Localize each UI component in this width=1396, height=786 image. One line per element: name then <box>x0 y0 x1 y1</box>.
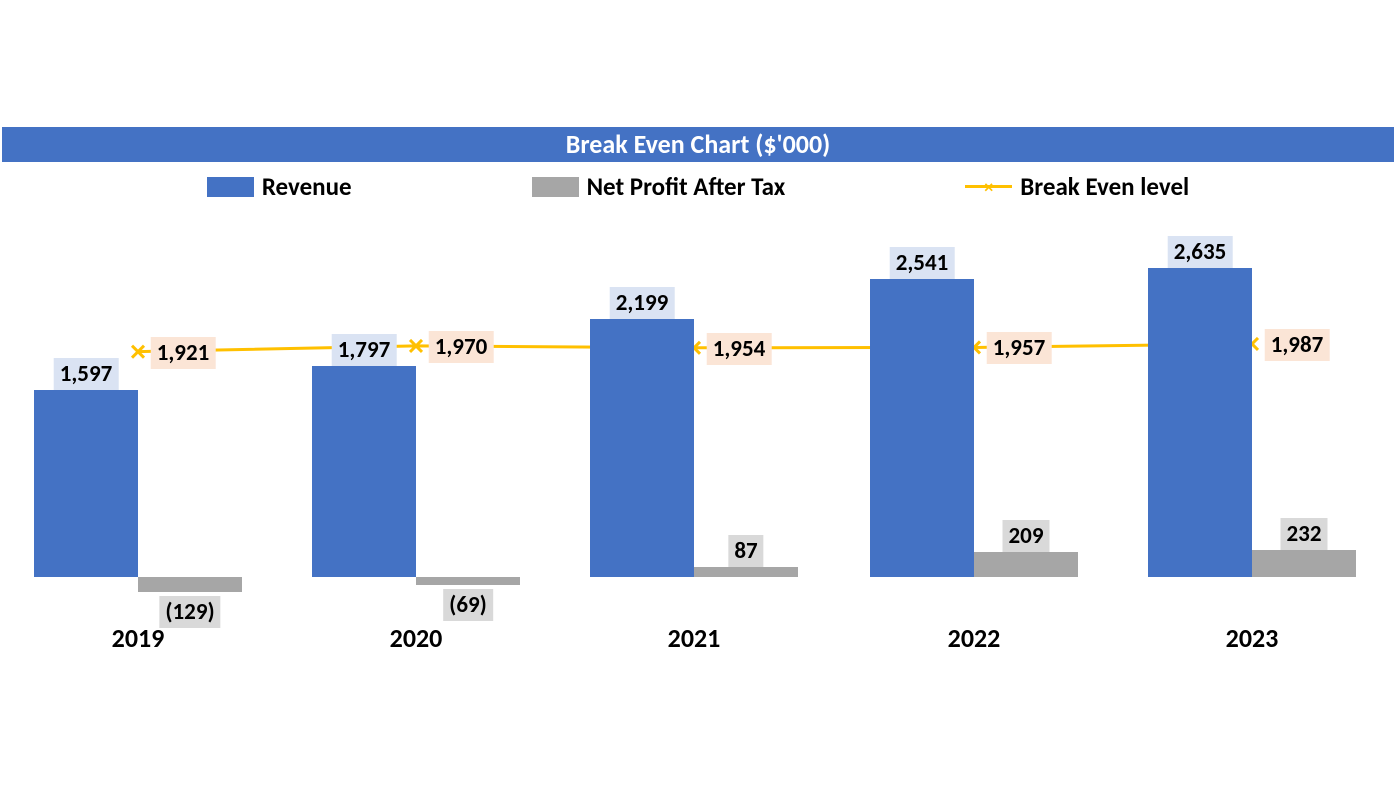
category-label: 2021 <box>668 622 721 654</box>
net-profit-label: (129) <box>159 596 220 628</box>
net-profit-bar <box>694 567 798 577</box>
net-profit-label: 87 <box>728 535 763 567</box>
legend-swatch-net-profit <box>532 177 579 197</box>
revenue-label: 1,797 <box>332 334 397 366</box>
break-even-label: 1,987 <box>1265 329 1330 361</box>
category-label: 2019 <box>112 622 165 654</box>
revenue-label: 2,541 <box>890 247 955 279</box>
net-profit-label: 232 <box>1281 518 1328 550</box>
revenue-bar <box>1148 268 1252 577</box>
revenue-label: 2,635 <box>1168 236 1233 268</box>
plot-area: 1,597 1,797 2,199 2,541 2,635 (129) (69) 87 209 2… <box>0 210 1396 660</box>
revenue-bar <box>312 366 416 577</box>
legend-item-net-profit: Net Profit After Tax <box>532 171 786 202</box>
revenue-label: 2,199 <box>610 287 675 319</box>
break-even-chart: Break Even Chart ($'000) Revenue Net Pro… <box>0 0 1396 786</box>
legend-swatch-break-even: × <box>965 177 1012 197</box>
chart-title: Break Even Chart ($'000) <box>2 127 1394 162</box>
net-profit-label: 209 <box>1003 520 1050 552</box>
net-profit-bar <box>416 577 520 585</box>
legend-label-break-even: Break Even level <box>1020 171 1189 202</box>
revenue-label: 1,597 <box>54 358 119 390</box>
category-label: 2020 <box>390 622 443 654</box>
break-even-label: 1,970 <box>429 331 494 363</box>
net-profit-label: (69) <box>443 589 493 621</box>
category-label: 2022 <box>948 622 1001 654</box>
net-profit-bar <box>1252 550 1356 577</box>
break-even-polyline <box>138 344 1252 352</box>
revenue-bar <box>590 319 694 577</box>
legend-item-revenue: Revenue <box>207 171 352 202</box>
legend-label-revenue: Revenue <box>262 171 352 202</box>
break-even-marker <box>410 340 422 352</box>
revenue-bar <box>870 279 974 577</box>
break-even-label: 1,954 <box>707 333 772 365</box>
chart-legend: Revenue Net Profit After Tax × Break Eve… <box>0 169 1396 204</box>
legend-label-net-profit: Net Profit After Tax <box>587 171 786 202</box>
legend-swatch-revenue <box>207 177 254 197</box>
net-profit-bar <box>138 577 242 592</box>
net-profit-bar <box>974 552 1078 577</box>
break-even-label: 1,921 <box>151 337 216 369</box>
category-label: 2023 <box>1226 622 1279 654</box>
revenue-bar <box>34 390 138 577</box>
break-even-label: 1,957 <box>987 332 1052 364</box>
legend-item-break-even: × Break Even level <box>965 171 1189 202</box>
break-even-marker <box>132 346 144 358</box>
